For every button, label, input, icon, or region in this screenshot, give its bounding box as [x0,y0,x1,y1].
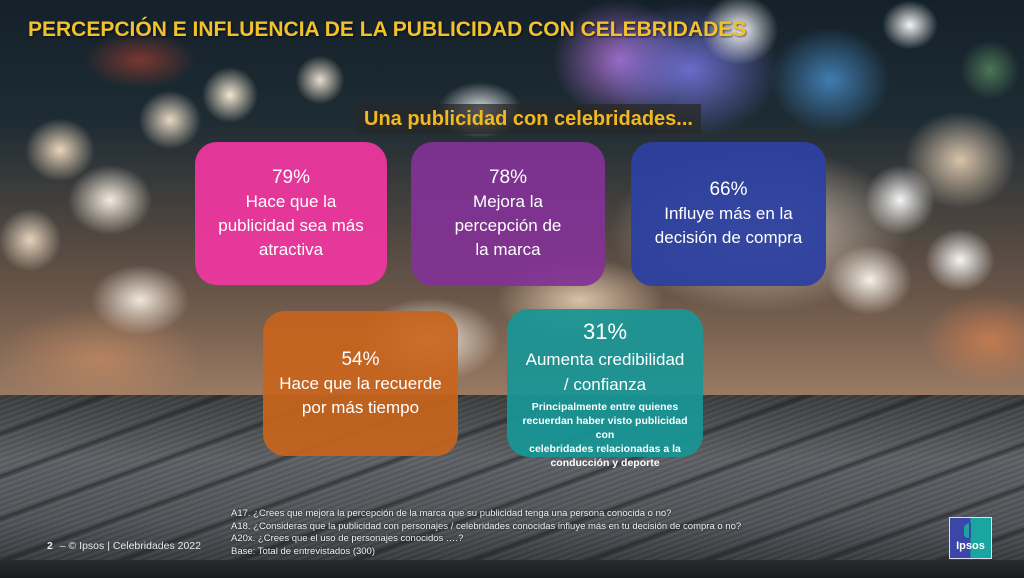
stat-label-line: / confianza [563,375,647,394]
stat-percent: 78% [488,167,528,188]
stat-percent: 54% [341,348,380,370]
ipsos-logo-icon: Ipsos [949,517,992,559]
copyright-text: – © Ipsos | Celebridades 2022 [59,540,201,552]
stat-card-atractiva: 79% Hace que la publicidad sea más atrac… [195,142,387,285]
stat-label-line: Hace que la [245,191,337,211]
note-line: A17. ¿Crees que mejora la percepción de … [231,508,672,519]
stat-label-line: percepción de [454,216,562,235]
stat-label-line: Aumenta credibilidad [525,350,685,369]
stat-label-line: publicidad sea más [218,215,364,235]
survey-questions-notes: A17. ¿Crees que mejora la percepción de … [231,508,741,558]
stat-card-recuerdo: 54% Hace que la recuerde por más tiempo [263,311,458,456]
stat-note-line: celebridades relacionadas a la [529,443,681,455]
footer: 2 – © Ipsos | Celebridades 2022 [47,540,201,552]
stat-card-credibilidad: 31% Aumenta credibilidad / confianza Pri… [507,309,703,469]
stat-card-percepcion: 78% Mejora la percepción de la marca [411,142,605,286]
stat-note-line: Principalmente entre quienes [531,401,679,413]
page-number: 2 [47,540,53,552]
logo-text: Ipsos [956,540,985,552]
slide-title: PERCEPCIÓN E INFLUENCIA DE LA PUBLICIDAD… [28,18,747,41]
stat-percent: 79% [271,166,311,188]
stat-percent: 31% [582,319,628,344]
stat-label-line: la marca [475,240,541,259]
slide-subtitle: Una publicidad con celebridades... [356,104,701,134]
note-line: Base: Total de entrevistados (300) [231,545,375,557]
stat-note: Principalmente entre quienes recuerdan h… [507,400,703,470]
stat-card-decision-compra: 66% Influye más en la decisión de compra [631,142,826,286]
stat-note-line: conducción y deporte [550,457,660,469]
stat-label-line: Influye más en la [664,204,793,223]
table-edge [0,560,1024,578]
stat-percent: 66% [709,179,748,200]
stat-label-line: atractiva [258,239,324,259]
note-line: A20x. ¿Crees que el uso de personajes co… [231,533,464,544]
stat-label-line: por más tiempo [301,397,420,417]
stat-note-line: recuerdan haber visto publicidad con [522,415,688,441]
note-line: A18. ¿Consideras que la publicidad con p… [231,520,742,532]
stat-label-line: Hace que la recuerde [279,373,442,393]
stat-label-line: decisión de compra [654,228,803,247]
stat-label-line: Mejora la [473,192,543,211]
logo-head-icon [964,523,976,538]
